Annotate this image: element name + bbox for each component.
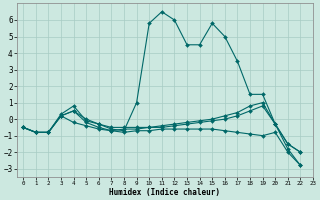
X-axis label: Humidex (Indice chaleur): Humidex (Indice chaleur) xyxy=(109,188,220,197)
